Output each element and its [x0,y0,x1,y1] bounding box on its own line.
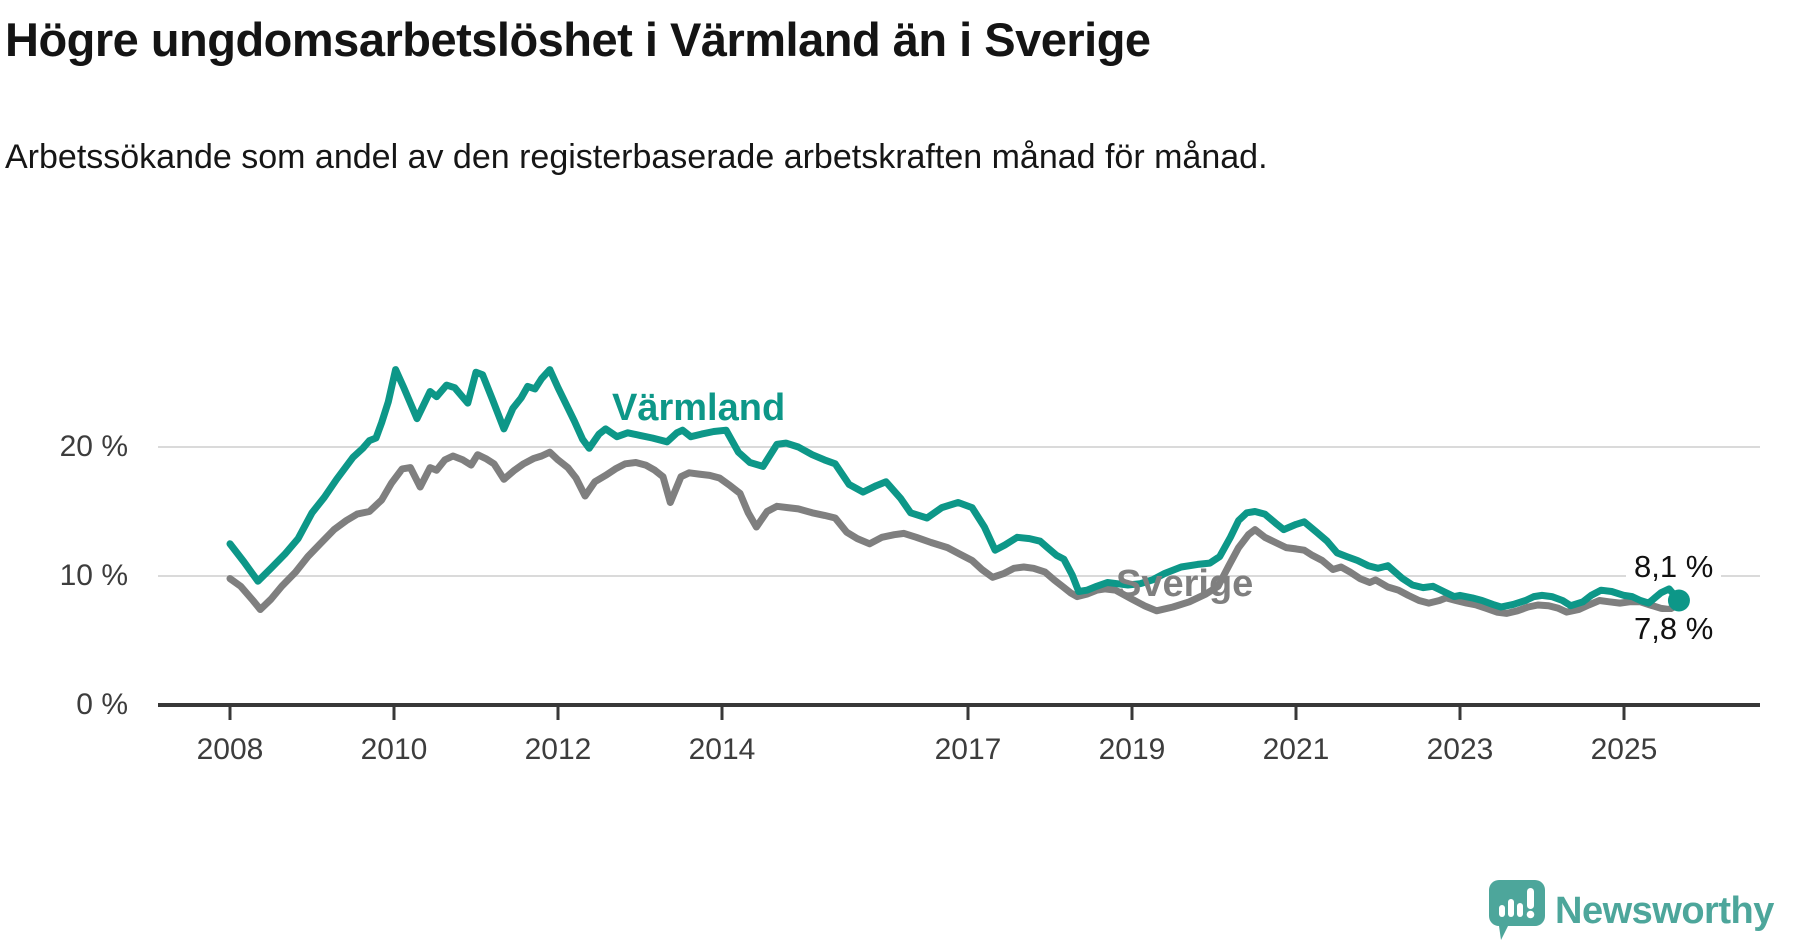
end-value-label-sverige: 7,8 % [1626,612,1722,645]
newsworthy-logo-text: Newsworthy [1555,889,1774,932]
x-tick-label: 2008 [196,733,264,766]
x-tick-label: 2019 [1098,733,1166,766]
series-label-sverige: Sverige [1116,563,1254,605]
end-value-label-varmland: 8,1 % [1626,550,1722,583]
x-tick-label: 2010 [360,733,428,766]
series-line-sverige [226,448,1683,617]
y-tick-label: 0 % [76,688,128,721]
series-line-värmland [226,366,1683,611]
x-tick-label: 2017 [934,733,1002,766]
chart-subtitle: Arbetssökande som andel av den registerb… [5,138,1268,176]
x-tick-label: 2021 [1262,733,1330,766]
x-tick-label: 2012 [524,733,592,766]
x-tick-label: 2025 [1590,733,1658,766]
newsworthy-logo: Newsworthy [1489,880,1774,942]
y-tick-label: 10 % [59,559,128,592]
newsworthy-logo-icon [1489,880,1545,940]
y-tick-label: 20 % [59,430,128,463]
x-tick-label: 2014 [688,733,756,766]
series-end-dot [1667,589,1690,612]
series-label-varmland: Värmland [612,387,786,429]
x-tick-label: 2023 [1426,733,1494,766]
chart-title: Högre ungdomsarbetslöshet i Värmland än … [5,13,1151,66]
